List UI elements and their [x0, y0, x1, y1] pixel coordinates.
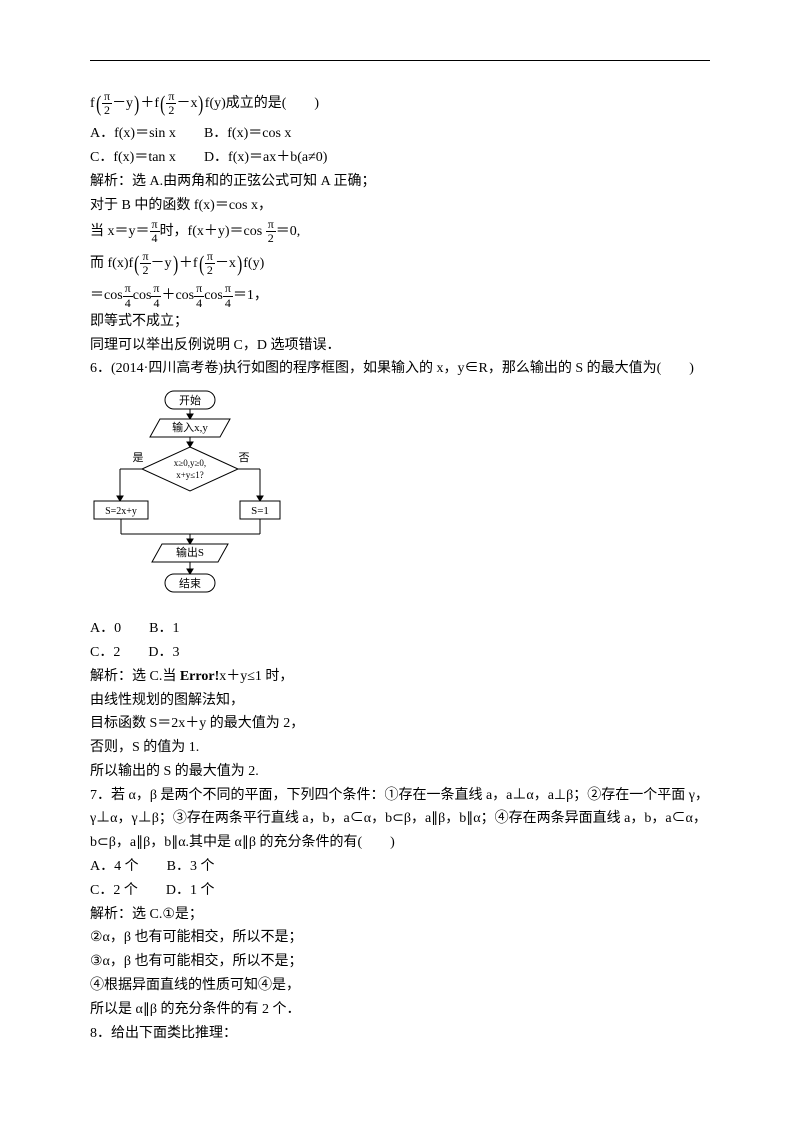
q6-sol-2: 由线性规划的图解法知， [90, 689, 710, 713]
q5-sol-7: 同理可以举出反例说明 C，D 选项错误． [90, 334, 710, 358]
q7-sol-1: 解析：选 C.①是； [90, 903, 710, 927]
flow-start: 开始 [179, 393, 201, 407]
q7-option-c: C．2 个 [90, 883, 138, 898]
q5-expr: f(π2－y)＋f(π2－x)f(y)成立的是( ) [90, 85, 710, 122]
q5-option-d: D．f(x)＝ax＋b(a≠0) [204, 150, 328, 165]
q7-stem: 7．若 α，β 是两个不同的平面，下列四个条件：①存在一条直线 a，a⊥α，a⊥… [90, 784, 710, 855]
q6-options-row1: A．0 B．1 [90, 617, 710, 641]
q7-options-row1: A．4 个 B．3 个 [90, 855, 710, 879]
q5-sol-1: 解析：选 A.由两角和的正弦公式可知 A 正确； [90, 170, 710, 194]
q6-option-d: D．3 [148, 645, 179, 660]
q5-sol-5: ＝cosπ4cosπ4＋cosπ4cosπ4＝1， [90, 282, 710, 309]
flow-output: 输出S [176, 545, 204, 559]
q7-option-b: B．3 个 [167, 859, 215, 874]
flow-input: 输入x,y [172, 420, 208, 434]
flowchart: 开始 输入x,y x≥0,y≥0, x+y≤1? 是 否 S=2x+y S=1 … [90, 389, 710, 609]
q5-sol-2: 对于 B 中的函数 f(x)＝cos x， [90, 194, 710, 218]
q7-sol-3: ③α，β 也有可能相交，所以不是； [90, 950, 710, 974]
q7-sol-4: ④根据异面直线的性质可知④是， [90, 974, 710, 998]
error-text: Error! [180, 669, 219, 684]
q6-sol-4: 否则，S 的值为 1. [90, 736, 710, 760]
q5-option-c: C．f(x)＝tan x [90, 150, 176, 165]
flow-end: 结束 [179, 577, 201, 590]
flow-left: S=2x+y [105, 506, 137, 517]
q6-sol-3: 目标函数 S＝2x＋y 的最大值为 2， [90, 712, 710, 736]
q6-option-b: B．1 [149, 621, 179, 636]
q7-option-a: A．4 个 [90, 859, 139, 874]
top-rule [90, 60, 710, 61]
flow-cond-2: x+y≤1? [176, 470, 204, 480]
q6-stem: 6．(2014·四川高考卷)执行如图的程序框图，如果输入的 x，y∈R，那么输出… [90, 357, 710, 381]
flow-no: 否 [239, 452, 250, 464]
q5-options-row1: A．f(x)＝sin x B．f(x)＝cos x [90, 122, 710, 146]
q6-sol-1: 解析：选 C.当 Error!x＋y≤1 时， [90, 665, 710, 689]
q5-options-row2: C．f(x)＝tan x D．f(x)＝ax＋b(a≠0) [90, 146, 710, 170]
q5-option-a: A．f(x)＝sin x [90, 126, 176, 141]
flow-yes: 是 [133, 451, 144, 464]
q5-sol-3: 当 x＝y＝π4时，f(x＋y)＝cos π2＝0, [90, 218, 710, 245]
q8-stem: 8．给出下面类比推理： [90, 1022, 710, 1046]
q5-sol-4: 而 f(x)f(π2－y)＋f(π2－x)f(y) [90, 245, 710, 282]
flow-cond-1: x≥0,y≥0, [174, 458, 206, 468]
q5-option-b: B．f(x)＝cos x [204, 126, 292, 141]
flow-right: S=1 [251, 505, 269, 517]
q7-options-row2: C．2 个 D．1 个 [90, 879, 710, 903]
q7-option-d: D．1 个 [166, 883, 215, 898]
q6-sol-5: 所以输出的 S 的最大值为 2. [90, 760, 710, 784]
q6-option-a: A．0 [90, 621, 121, 636]
q6-options-row2: C．2 D．3 [90, 641, 710, 665]
q5-sol-6: 即等式不成立； [90, 310, 710, 334]
q7-sol-5: 所以是 α∥β 的充分条件的有 2 个． [90, 998, 710, 1022]
q7-sol-2: ②α，β 也有可能相交，所以不是； [90, 926, 710, 950]
q6-option-c: C．2 [90, 645, 120, 660]
